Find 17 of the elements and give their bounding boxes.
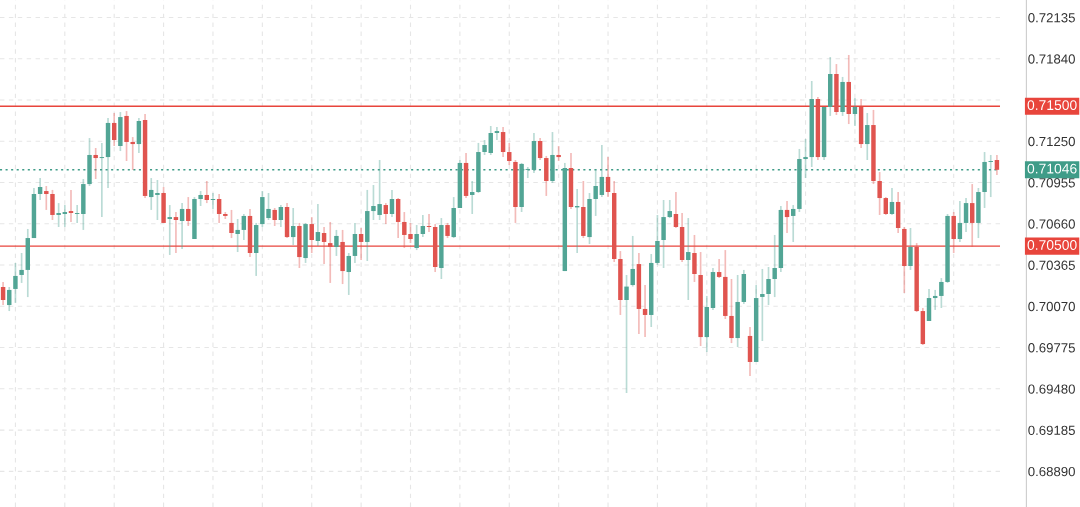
ref-line-label: 0.70500: [1027, 240, 1077, 250]
ref-line-label: 0.71500: [1027, 100, 1077, 111]
candlestick: [210, 192, 216, 210]
y-tick-label: 0.69775: [1028, 343, 1075, 353]
candlestick: [525, 166, 530, 179]
y-tick-label: 0.69185: [1028, 425, 1075, 435]
y-tick-label: 0.70070: [1028, 301, 1075, 312]
y-tick-label: 0.70365: [1028, 260, 1075, 270]
y-tick-label: 0.71840: [1028, 54, 1075, 64]
y-tick-label: 0.70955: [1028, 178, 1075, 188]
y-tick-label: 0.71250: [1028, 136, 1075, 147]
y-tick-label: 0.70660: [1028, 219, 1075, 229]
ref-line-label: 0.71046: [1027, 163, 1077, 174]
y-tick-label: 0.69480: [1028, 384, 1075, 394]
candlestick: [74, 204, 80, 224]
y-tick-label: 0.68890: [1028, 466, 1075, 477]
y-tick-label: 0.72135: [1028, 13, 1075, 23]
